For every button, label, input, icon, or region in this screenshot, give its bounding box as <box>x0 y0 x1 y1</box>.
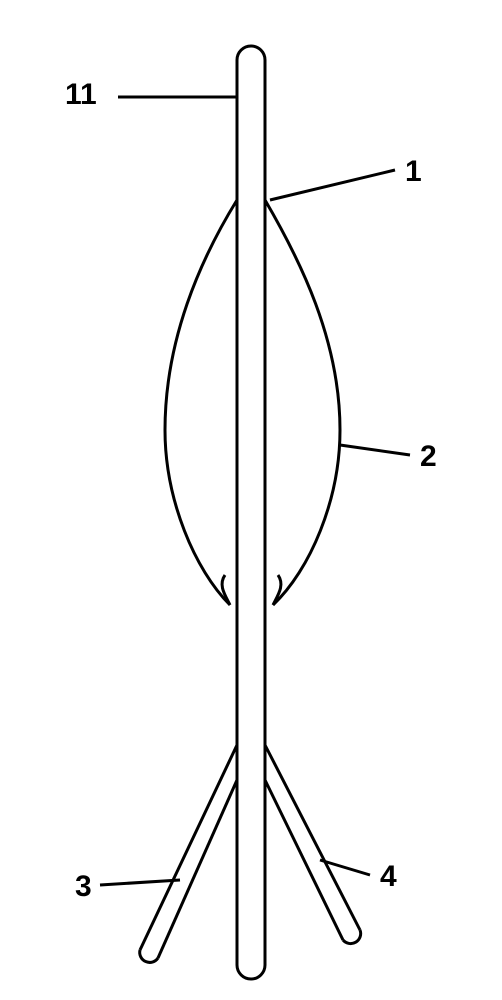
leader-2 <box>340 445 410 455</box>
leader-1 <box>270 170 395 200</box>
central-tube <box>237 46 265 979</box>
right-branch-tube <box>265 745 361 944</box>
label-2: 2 <box>420 440 437 474</box>
label-3: 3 <box>75 870 92 904</box>
label-1: 1 <box>405 155 422 189</box>
leader-3 <box>100 880 180 885</box>
technical-diagram: 11 1 2 3 4 <box>0 0 502 1000</box>
diagram-svg <box>0 0 502 1000</box>
left-branch-tube <box>140 745 237 962</box>
label-4: 4 <box>380 860 397 894</box>
leader-lines <box>100 97 410 885</box>
label-11: 11 <box>65 78 97 112</box>
balloon-shape <box>165 200 340 605</box>
